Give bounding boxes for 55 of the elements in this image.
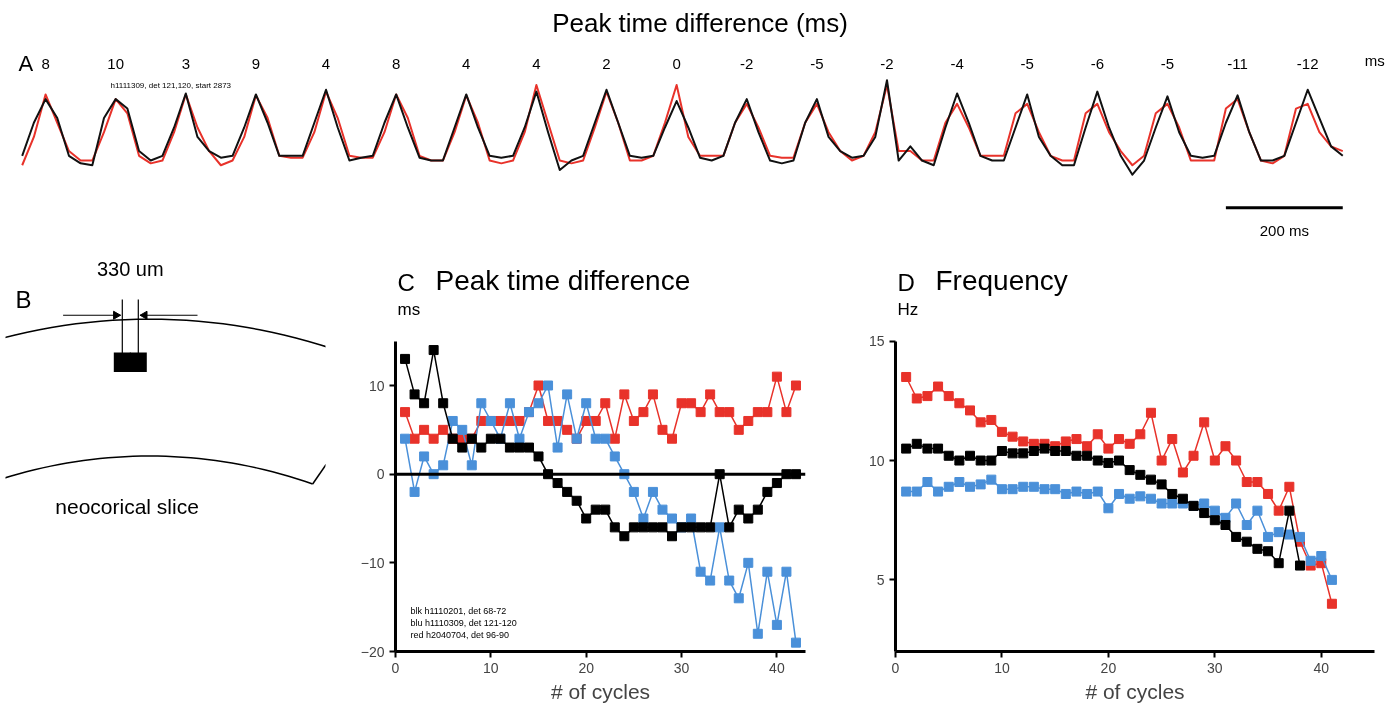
x-tick-label: 10 <box>994 659 1010 676</box>
text: -5 <box>810 54 824 72</box>
text: D <box>897 268 915 296</box>
text: 4 <box>462 54 471 72</box>
x-tick-label: 40 <box>769 659 785 676</box>
text: C <box>397 268 415 296</box>
chart-title: Peak time difference <box>435 264 691 296</box>
x-tick-label: 20 <box>1100 659 1117 676</box>
x-tick-label: 0 <box>891 659 900 676</box>
x-tick-label: 30 <box>673 659 690 676</box>
y-axis-title: ms <box>397 300 421 320</box>
text: -2 <box>740 54 754 72</box>
x-tick-label: 30 <box>1207 659 1223 676</box>
text: A <box>18 50 34 76</box>
text: 4 <box>532 54 541 72</box>
text: -5 <box>1160 54 1175 72</box>
text: -4 <box>950 54 964 72</box>
text: ms <box>1364 51 1385 69</box>
y-tick-label: 10 <box>868 452 885 469</box>
annotation: blk h1110201, det 68-72 <box>410 605 507 616</box>
text: 9 <box>251 54 261 72</box>
y-tick-label: −20 <box>360 643 385 660</box>
text: 330 um <box>96 258 164 281</box>
x-axis-title: # of cycles <box>1085 679 1185 703</box>
y-tick-label: 0 <box>376 466 385 483</box>
y-tick-label: 15 <box>868 333 885 350</box>
text: 0 <box>672 54 681 72</box>
text: -6 <box>1090 54 1105 72</box>
text: 3 <box>181 54 190 72</box>
text: B <box>15 285 32 313</box>
text: neocorical slice <box>55 495 199 519</box>
chart-title: Peak time difference (ms) <box>552 7 848 38</box>
text: -11 <box>1227 54 1248 72</box>
annotation: h1111309, det 121,120, start 2873 <box>110 80 232 90</box>
text: 4 <box>321 54 331 72</box>
x-tick-label: 0 <box>391 659 400 676</box>
text: -12 <box>1296 54 1319 72</box>
text: 10 <box>107 54 125 72</box>
x-axis-title: # of cycles <box>550 679 651 703</box>
x-tick-label: 20 <box>578 659 595 676</box>
text: 8 <box>391 54 401 72</box>
chart-title: Frequency <box>935 264 1068 296</box>
annotation: blu h1110309, det 121-120 <box>410 617 517 628</box>
y-tick-label: 5 <box>876 571 885 588</box>
y-tick-label: 10 <box>368 377 385 394</box>
annotation: red h2040704, det 96-90 <box>410 629 510 640</box>
x-tick-label: 10 <box>483 659 499 676</box>
y-tick-label: −10 <box>360 554 385 571</box>
text: 8 <box>41 54 50 72</box>
text: 200 ms <box>1259 221 1309 239</box>
text: -5 <box>1020 54 1034 72</box>
x-tick-label: 40 <box>1313 659 1330 676</box>
text: 2 <box>602 54 611 72</box>
y-axis-title: Hz <box>897 300 919 320</box>
text: -2 <box>880 54 894 72</box>
